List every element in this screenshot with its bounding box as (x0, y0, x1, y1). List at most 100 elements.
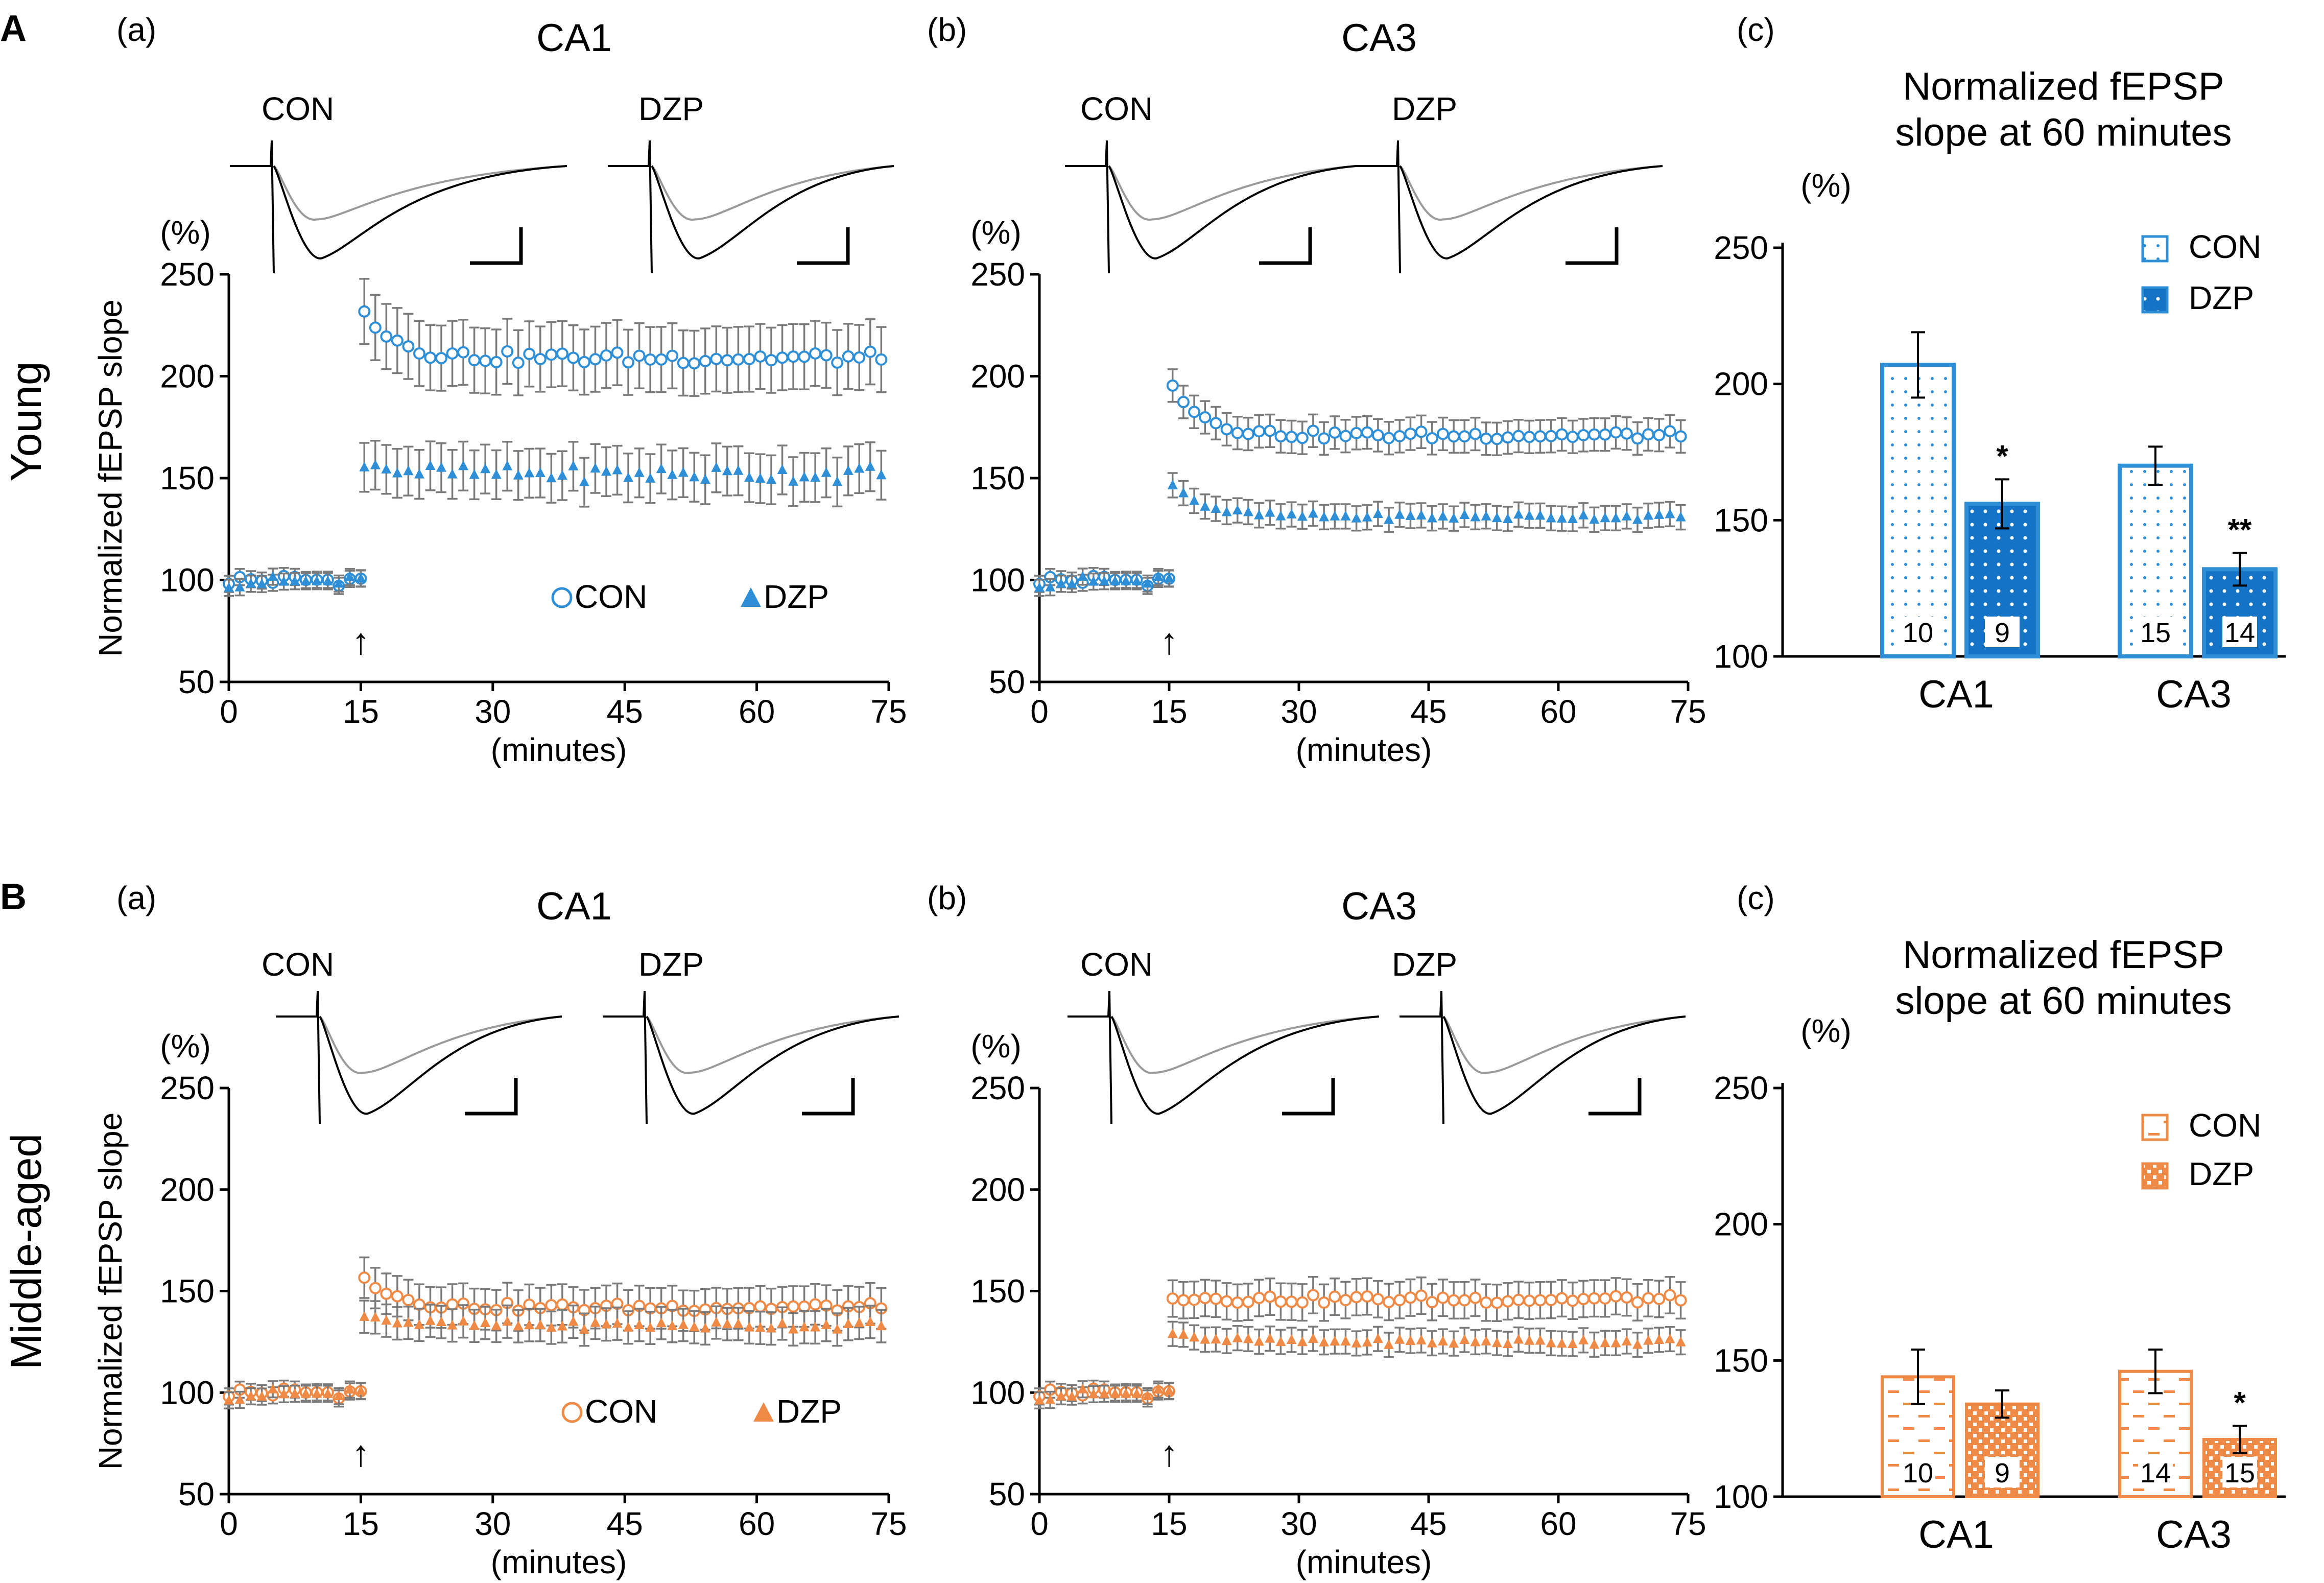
scale-bar (797, 227, 850, 265)
data-point (1589, 1339, 1600, 1349)
y-unit-label: (%) (1800, 1012, 1852, 1049)
data-point (688, 357, 701, 370)
data-point (1404, 1291, 1417, 1304)
data-point (1665, 1333, 1675, 1343)
data-point (1632, 514, 1643, 524)
data-point (678, 467, 689, 477)
data-point (809, 1298, 822, 1311)
stimulus-artifact (603, 990, 648, 1124)
legend-swatch-con (2141, 235, 2169, 263)
trace-label-con: CON (262, 946, 334, 983)
y-tick-label: 150 (970, 1273, 1025, 1310)
y-tick-label: 250 (160, 1070, 215, 1106)
data-point (1415, 426, 1428, 438)
data-point (699, 355, 712, 367)
data-point (733, 465, 744, 475)
data-point (1166, 379, 1179, 392)
n-label-box (1901, 1457, 1935, 1487)
x-tick-label: 0 (220, 1505, 238, 1542)
data-point (633, 349, 646, 362)
data-point (300, 575, 311, 585)
y-tick-label: 100 (1714, 1478, 1768, 1515)
baseline-trace (319, 1015, 562, 1074)
category-label: CA3 (2156, 1513, 2232, 1556)
y-tick-label: 100 (970, 1374, 1025, 1411)
data-point (1177, 395, 1190, 408)
legend-marker-dzp (741, 587, 761, 607)
data-point (392, 467, 402, 478)
series-dzp (224, 1300, 887, 1410)
n-label: 15 (2140, 618, 2171, 648)
data-point (556, 1298, 568, 1311)
y-tick-label: 250 (970, 1070, 1025, 1106)
y-unit-label: (%) (160, 214, 211, 251)
data-point (370, 459, 381, 469)
legend-marker-dzp (753, 1402, 774, 1422)
data-point (556, 347, 568, 360)
data-point (513, 1320, 524, 1331)
data-point (1535, 510, 1546, 520)
data-point (402, 340, 415, 353)
data-point (810, 1321, 821, 1332)
data-point (1674, 1294, 1687, 1307)
legend-label-dzp: DZP (2189, 1155, 2254, 1192)
data-point (1110, 1388, 1121, 1398)
data-point (1200, 1334, 1211, 1344)
data-point (612, 1318, 623, 1328)
data-point (1099, 1388, 1109, 1398)
x-tick-label: 75 (1670, 693, 1706, 730)
bar-title-line2: slope at 60 minutes (1895, 979, 2232, 1023)
bar-error (2233, 552, 2247, 587)
scale-bar (802, 1078, 855, 1116)
n-label-box (2222, 617, 2257, 647)
stimulus-artifact (1065, 140, 1110, 274)
legend-label-con: CON (2189, 228, 2261, 265)
data-point (1318, 432, 1331, 445)
condition-label-young: Young (2, 361, 50, 481)
data-point (1274, 430, 1287, 443)
bar-title-line1: Normalized fEPSP (1903, 933, 2224, 977)
data-point (1264, 1290, 1276, 1303)
data-point (1665, 508, 1675, 518)
scale-bar (1566, 227, 1619, 265)
data-point (1166, 1292, 1179, 1305)
data-point (290, 575, 300, 585)
legend-label-con: CON (2189, 1107, 2261, 1144)
data-point (689, 471, 700, 482)
data-point (1274, 1295, 1287, 1308)
data-point (1340, 1336, 1351, 1346)
baseline-trace (651, 165, 894, 221)
series-con (223, 1256, 888, 1408)
category-label: CA1 (1918, 1513, 1994, 1556)
legend-marker-con (561, 1402, 583, 1423)
data-point (557, 470, 567, 480)
data-point (721, 354, 733, 367)
data-point (766, 1322, 777, 1333)
x-tick-label: 75 (1670, 1505, 1706, 1542)
data-point (447, 1319, 458, 1330)
x-tick-label: 60 (1540, 1505, 1576, 1542)
data-point (403, 1317, 414, 1327)
legend-swatch-con (2141, 1114, 2169, 1141)
data-point (787, 350, 800, 363)
data-point (381, 1315, 392, 1325)
data-point (480, 1317, 491, 1327)
panel-letter: (c) (1737, 11, 1775, 48)
bar-error (1995, 1389, 2009, 1419)
data-point (1556, 513, 1567, 523)
legend-label-dzp: DZP (764, 578, 829, 615)
data-point (854, 463, 865, 473)
data-point (1437, 1336, 1448, 1346)
data-point (1524, 510, 1535, 520)
data-point (1167, 1328, 1178, 1338)
data-point (435, 352, 448, 365)
y-tick-label: 50 (178, 664, 215, 700)
significance-marker: ** (2228, 512, 2252, 547)
data-point (1620, 427, 1633, 440)
x-tick-label: 15 (343, 1505, 379, 1542)
data-point (1449, 513, 1459, 523)
data-point (623, 1321, 634, 1332)
x-axis-label: (minutes) (491, 731, 627, 768)
data-point (1534, 430, 1547, 443)
